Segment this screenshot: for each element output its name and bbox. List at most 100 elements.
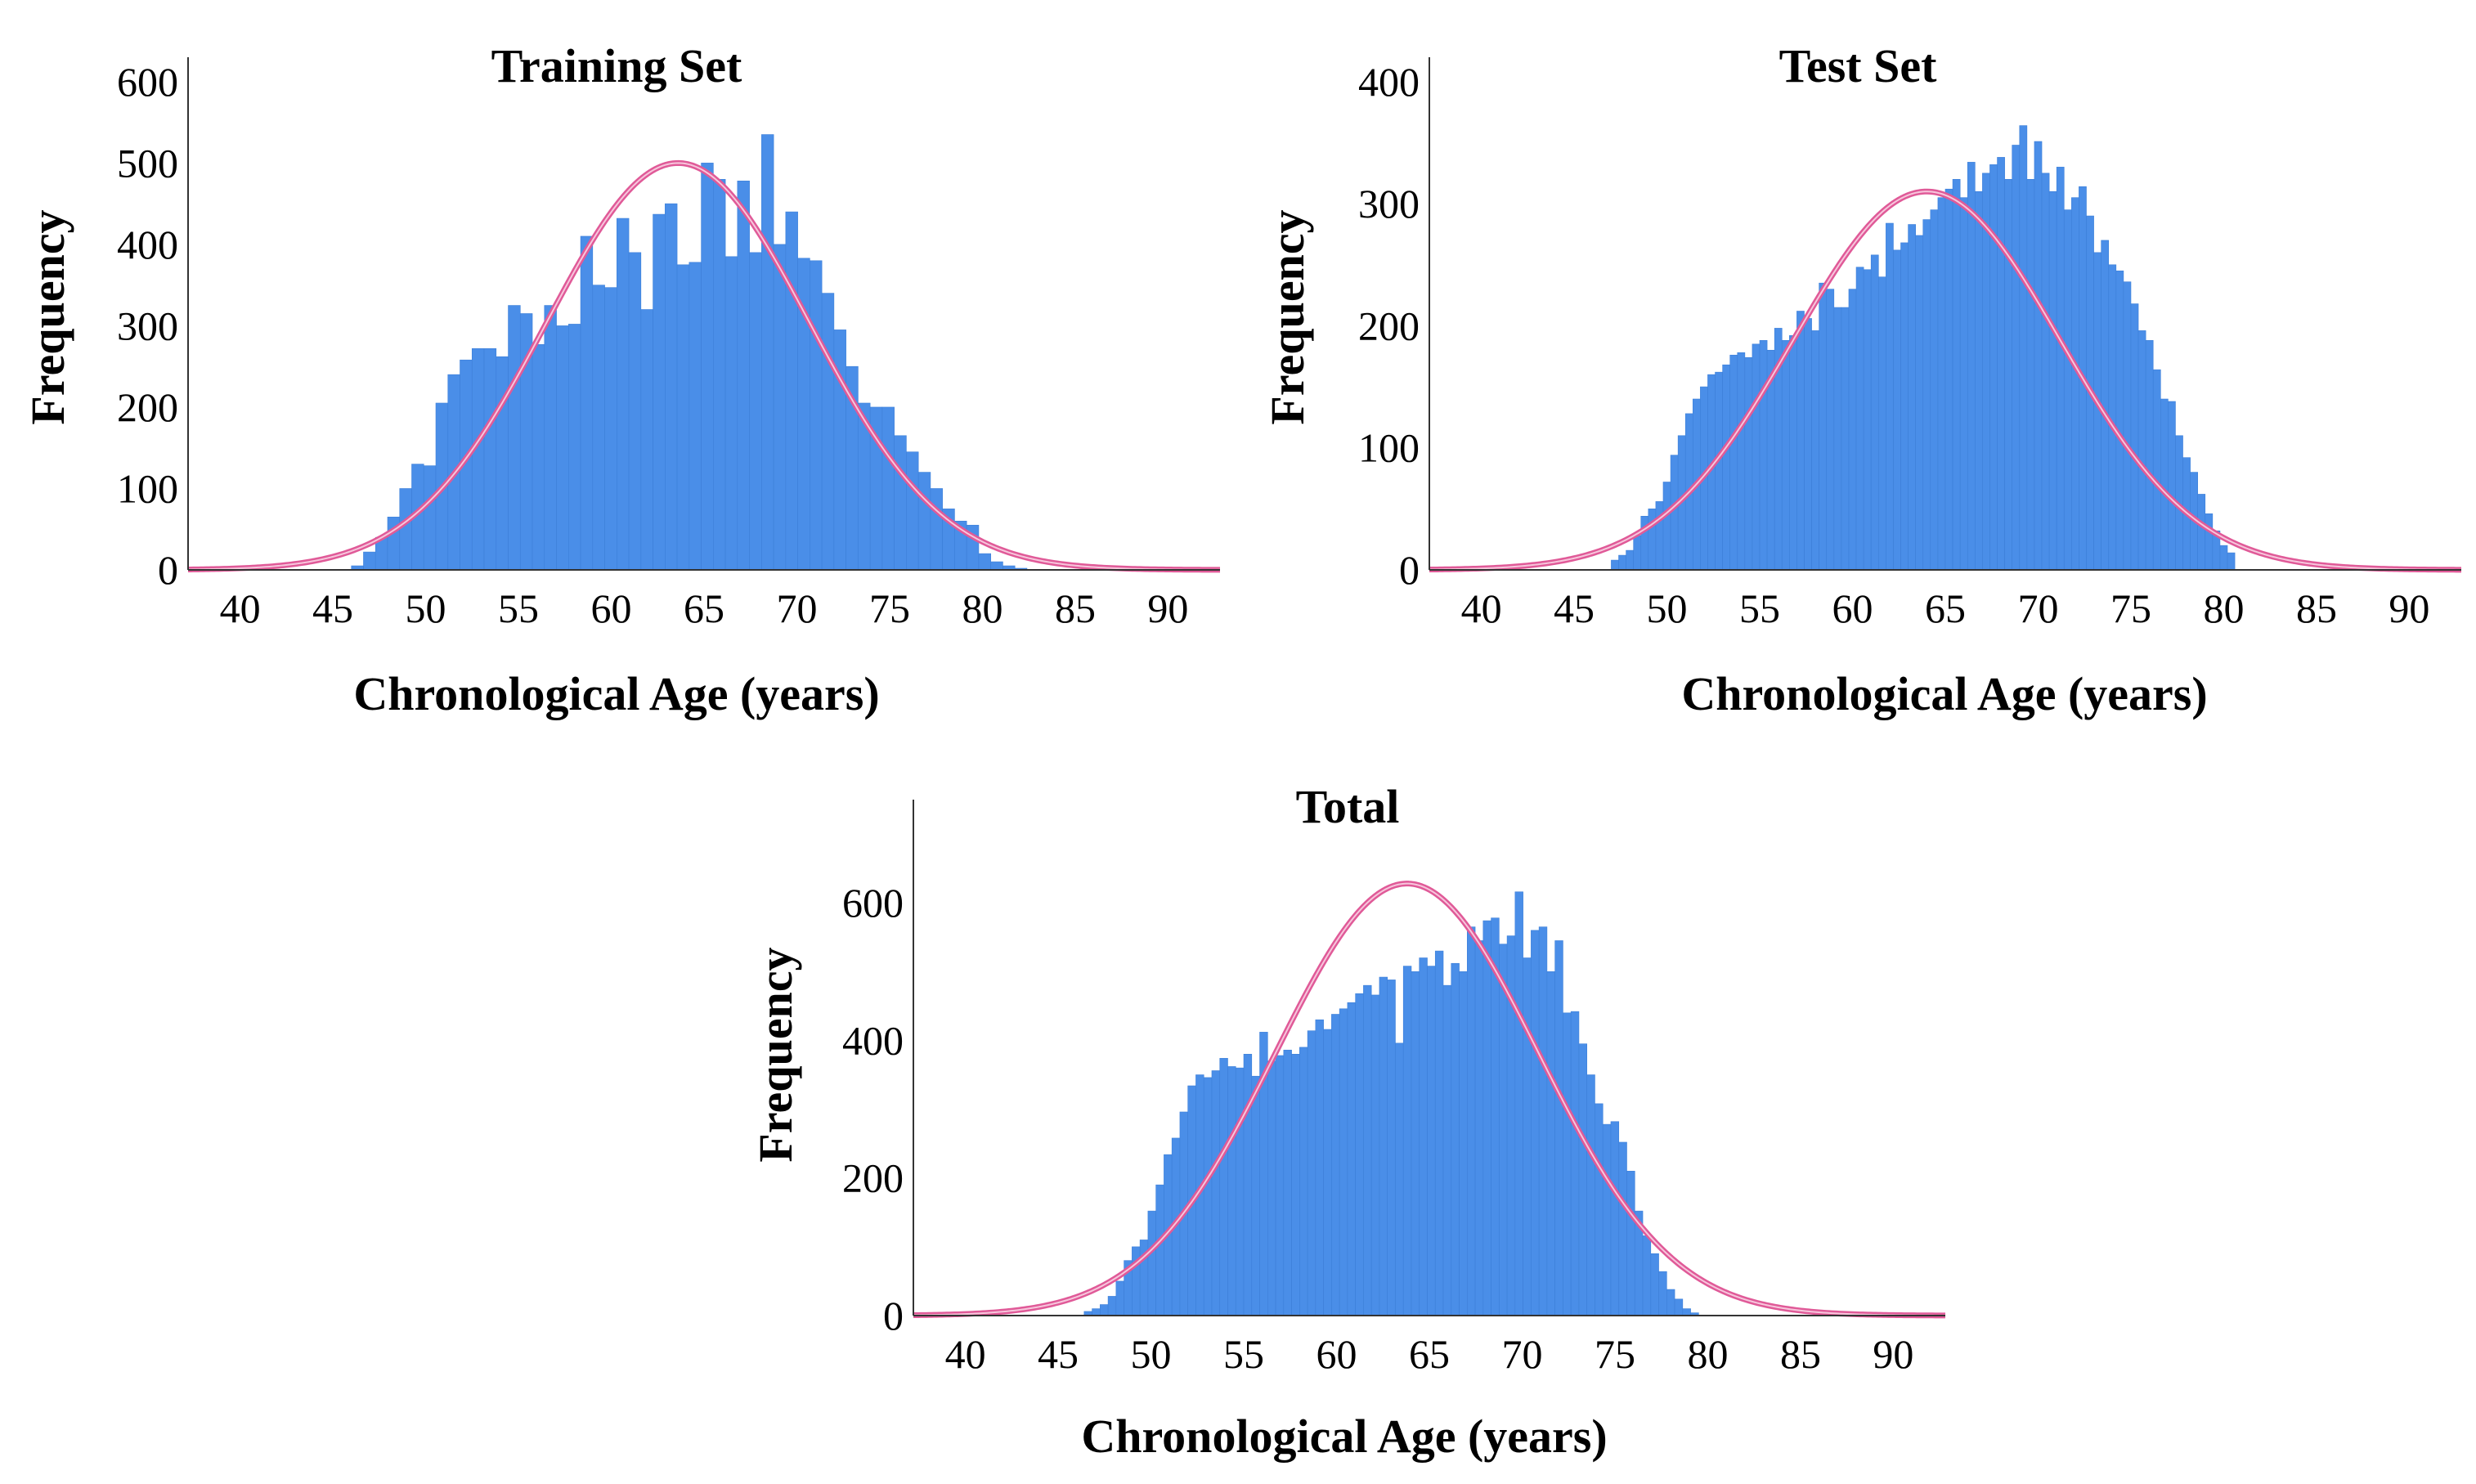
histogram-bar — [1363, 984, 1372, 1316]
y-tick-label: 100 — [1358, 425, 1420, 471]
histogram-bar — [640, 309, 653, 571]
histogram-bar — [1531, 930, 1540, 1316]
x-tick-labels: 40 45 50 55 60 65 70 75 80 85 90 — [220, 585, 1189, 631]
y-axis-label: Frequency — [1261, 209, 1314, 424]
histogram-bar — [1655, 501, 1664, 571]
histogram-bar — [568, 324, 581, 571]
y-tick-label: 400 — [117, 222, 178, 267]
histogram-bar — [1211, 1070, 1221, 1316]
histogram-bar — [1275, 1055, 1285, 1316]
x-tick-label: 45 — [312, 585, 353, 631]
histogram-bar — [1499, 944, 1508, 1316]
histogram-bar — [1662, 482, 1671, 571]
histogram-bar — [2168, 401, 2176, 571]
histogram-bar — [737, 180, 750, 571]
histogram-bar — [1626, 1171, 1635, 1316]
histogram-bar — [1474, 940, 1484, 1316]
x-tick-label: 60 — [1316, 1331, 1357, 1377]
x-axis-label: Chronological Age (years) — [1681, 667, 2207, 720]
histogram-bar — [2071, 197, 2079, 571]
x-tick-label: 55 — [1223, 1331, 1264, 1377]
histogram-bar — [1434, 950, 1444, 1316]
histogram-bar — [2056, 167, 2065, 571]
histogram-bar — [1658, 1271, 1667, 1316]
histogram-bar — [1737, 352, 1746, 571]
histogram-bar — [1959, 197, 1968, 571]
histogram-bar — [653, 213, 666, 571]
x-tick-label: 50 — [1647, 585, 1688, 631]
histogram-bar — [1115, 1280, 1124, 1316]
histogram-bar — [1307, 1030, 1316, 1316]
histogram-bar — [773, 244, 787, 571]
x-tick-label: 85 — [2296, 585, 2337, 631]
histogram-bar — [1610, 1121, 1620, 1316]
histogram-bar — [761, 134, 774, 571]
x-tick-labels: 40 45 50 55 60 65 70 75 80 85 90 — [945, 1331, 1914, 1377]
x-tick-label: 90 — [1873, 1331, 1913, 1377]
histogram-bar — [2197, 494, 2206, 571]
x-tick-label: 45 — [1554, 585, 1595, 631]
histogram-bar — [1715, 371, 1723, 571]
x-tick-label: 65 — [1925, 585, 1966, 631]
y-tick-label: 200 — [842, 1155, 904, 1201]
histogram-bar — [2145, 340, 2154, 571]
y-tick-label: 500 — [117, 140, 178, 186]
histogram-bar — [1967, 162, 1976, 571]
histogram-bar — [1893, 249, 1901, 571]
x-tick-label: 40 — [220, 585, 261, 631]
histogram-bar — [2137, 330, 2146, 571]
histogram-bar — [917, 472, 931, 571]
histogram-bar — [496, 356, 509, 571]
normal-fit-highlight — [913, 882, 1946, 1316]
x-tick-label: 70 — [777, 585, 818, 631]
x-tick-label: 40 — [1461, 585, 1502, 631]
normal-fit-highlight — [1429, 191, 2462, 571]
histogram-bar — [1900, 242, 1909, 571]
x-axis-label: Chronological Age (years) — [1081, 1410, 1607, 1463]
x-tick-label: 50 — [406, 585, 446, 631]
histogram-bars — [351, 134, 1028, 571]
histogram-bar — [1826, 289, 1835, 571]
histogram-bar — [1402, 966, 1412, 1316]
histogram-bar — [1602, 1123, 1612, 1316]
y-tick-label: 200 — [117, 384, 178, 430]
histogram-bar — [1674, 1298, 1684, 1316]
histogram-bar — [1235, 1067, 1245, 1316]
histogram-bar — [2034, 141, 2043, 571]
histogram-bar — [1147, 1210, 1156, 1316]
histogram-bar — [1682, 1308, 1691, 1316]
histogram-bar — [1841, 307, 1850, 571]
histogram-bar — [508, 305, 521, 571]
histogram-bar — [821, 293, 835, 571]
histogram-bar — [1997, 157, 2005, 571]
x-tick-label: 65 — [1409, 1331, 1450, 1377]
y-tick-label: 600 — [842, 880, 904, 926]
histogram-bar — [1523, 957, 1532, 1316]
histogram-bar — [628, 252, 642, 571]
histogram-bar — [1804, 318, 1812, 571]
histogram-bar — [2004, 178, 2013, 571]
histogram-bar — [1595, 1103, 1604, 1316]
y-tick-label: 300 — [1358, 181, 1420, 226]
histogram-bar — [1752, 343, 1761, 571]
x-tick-label: 80 — [962, 585, 1003, 631]
x-tick-label: 70 — [2018, 585, 2059, 631]
histogram-bar — [1666, 1289, 1675, 1316]
histogram-bar — [617, 217, 630, 571]
histogram-bar — [1459, 971, 1468, 1316]
histogram-bar — [701, 163, 714, 571]
histogram-bar — [556, 325, 569, 571]
histogram-bar — [2123, 281, 2132, 571]
histogram-bar — [544, 305, 557, 571]
histogram-bar — [2048, 191, 2057, 571]
histogram-bar — [785, 211, 798, 571]
histogram-bar — [1722, 364, 1731, 571]
normal-fit-highlight — [187, 162, 1220, 571]
histogram-bar — [1789, 335, 1797, 571]
histogram-bar — [2041, 173, 2050, 571]
histogram-bar — [1759, 340, 1768, 571]
histogram-bar — [1411, 971, 1420, 1316]
histogram-bar — [749, 252, 762, 571]
histogram-bar — [1092, 1308, 1101, 1316]
histogram-bar — [1886, 222, 1894, 571]
